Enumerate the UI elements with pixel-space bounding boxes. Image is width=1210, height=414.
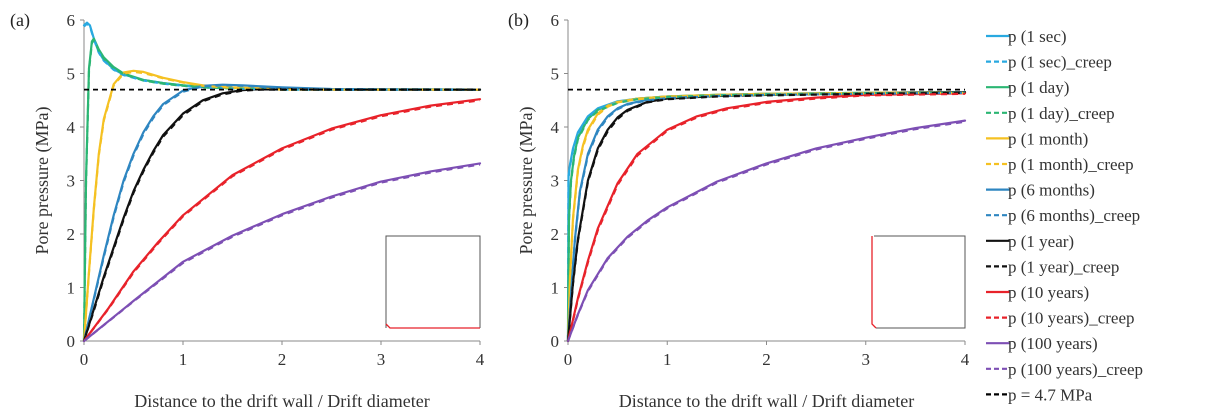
y-tick-label: 0 <box>551 332 560 351</box>
chart-panels: 0 1 2 3 4 5 6 0 1 2 3 4 Distance to the drift wall /… <box>10 10 970 411</box>
legend-item: p = 4.7 MPa <box>986 385 1093 404</box>
series-line-p-100-years-creep <box>566 120 966 342</box>
inset-highlight-edge <box>871 236 877 329</box>
x-tick-label: 0 <box>564 350 573 369</box>
panel-label: (a) <box>10 10 30 31</box>
x-axis-label: Distance to the drift wall / Drift diame… <box>134 391 429 411</box>
legend-label: p (1 sec) <box>1008 27 1067 46</box>
y-tick-label: 5 <box>551 65 560 84</box>
legend-item: p (1 year) <box>986 232 1074 251</box>
legend-label: p (6 months) <box>1008 181 1095 200</box>
legend-label: p (1 year)_creep <box>1008 257 1119 276</box>
series-line-p-1-sec-creep <box>566 91 966 342</box>
inset-boundary <box>385 235 481 328</box>
legend-label: p (100 years) <box>1008 334 1098 353</box>
legend-label: p (100 years)_creep <box>1008 360 1143 379</box>
legend-item: p (10 years)_creep <box>986 309 1135 328</box>
y-tick-label: 4 <box>67 118 76 137</box>
series-line-p-10-years-creep <box>83 99 481 342</box>
chart-panel-b: 0 1 2 3 4 5 6 0 1 2 3 4 Distance to the drift wall /… <box>508 10 970 411</box>
legend-label: p (1 sec)_creep <box>1008 53 1112 72</box>
legend-item: p (100 years) <box>986 334 1098 353</box>
y-tick-label: 5 <box>67 65 76 84</box>
legend-item: p (6 months)_creep <box>986 206 1140 225</box>
series-line-p-10-years <box>566 92 967 343</box>
legend-item: p (10 years) <box>986 283 1089 302</box>
drift-schematic-inset <box>385 235 481 329</box>
y-tick-label: 0 <box>67 332 76 351</box>
x-tick-label: 2 <box>762 350 771 369</box>
series-line-p-10-years-creep <box>566 92 966 342</box>
legend-item: p (1 month) <box>986 129 1088 148</box>
x-tick-label: 4 <box>476 350 485 369</box>
x-tick-label: 3 <box>377 350 386 369</box>
series-line-p-100-years-creep <box>83 163 481 342</box>
legend-item: p (1 sec)_creep <box>986 53 1112 72</box>
legend-item: p (6 months) <box>986 181 1095 200</box>
drift-schematic-inset <box>871 235 966 329</box>
legend-item: p (1 year)_creep <box>986 257 1119 276</box>
y-tick-label: 4 <box>551 118 560 137</box>
x-tick-label: 1 <box>663 350 672 369</box>
inset-boundary <box>874 235 966 329</box>
chart-panel-a: 0 1 2 3 4 5 6 0 1 2 3 4 Distance to the drift wall /… <box>10 10 485 411</box>
y-axis-label: Pore pressure (MPa) <box>516 107 537 255</box>
y-tick-label: 1 <box>551 279 560 298</box>
legend-label: p (1 day) <box>1008 78 1069 97</box>
legend-label: p (1 month) <box>1008 129 1088 148</box>
y-tick-label: 1 <box>67 279 76 298</box>
panel-label: (b) <box>508 10 529 31</box>
y-tick-label: 6 <box>67 11 76 30</box>
x-tick-label: 2 <box>278 350 287 369</box>
series-line-p-1-day-creep <box>82 39 480 342</box>
legend-item: p (100 years)_creep <box>986 360 1143 379</box>
y-tick-label: 2 <box>551 225 560 244</box>
x-tick-label: 4 <box>961 350 970 369</box>
legend-item: p (1 day) <box>986 78 1069 97</box>
legend-label: p (10 years) <box>1008 283 1089 302</box>
series-line-p-6-months-creep <box>82 84 480 342</box>
legend-label: p (1 month)_creep <box>1008 155 1134 174</box>
legend-label: p (10 years)_creep <box>1008 309 1135 328</box>
legend-label: p = 4.7 MPa <box>1008 385 1093 404</box>
x-tick-label: 1 <box>179 350 188 369</box>
x-tick-label: 0 <box>80 350 89 369</box>
legend-label: p (1 day)_creep <box>1008 104 1115 123</box>
legend-item: p (1 month)_creep <box>986 155 1134 174</box>
series-line-p-1-month-creep <box>82 70 480 342</box>
y-tick-label: 2 <box>67 225 76 244</box>
y-tick-label: 3 <box>67 172 76 191</box>
legend-label: p (6 months)_creep <box>1008 206 1140 225</box>
y-tick-label: 3 <box>551 172 560 191</box>
legend-label: p (1 year) <box>1008 232 1074 251</box>
x-tick-label: 3 <box>862 350 871 369</box>
series-line-p-1-year-creep <box>566 91 966 342</box>
y-axis-label: Pore pressure (MPa) <box>32 107 53 255</box>
inset-highlight-edge <box>385 323 480 329</box>
legend-item: p (1 day)_creep <box>986 104 1115 123</box>
legend-item: p (1 sec) <box>986 27 1067 46</box>
x-axis-label: Distance to the drift wall / Drift diame… <box>619 391 914 411</box>
y-tick-label: 6 <box>551 11 560 30</box>
